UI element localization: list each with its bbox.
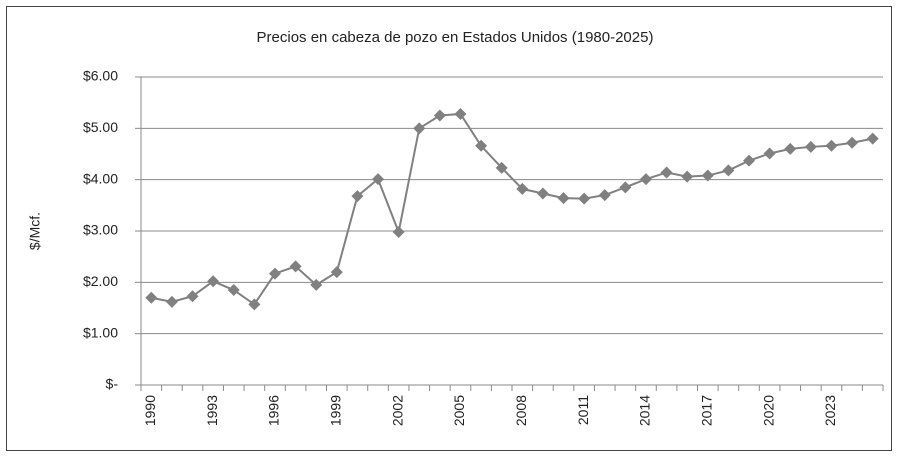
marker bbox=[660, 166, 673, 179]
marker bbox=[475, 139, 488, 152]
marker bbox=[763, 147, 776, 160]
marker bbox=[619, 181, 632, 194]
marker bbox=[392, 226, 405, 239]
marker bbox=[454, 107, 467, 120]
x-tick-label: 2020 bbox=[760, 395, 776, 426]
marker bbox=[413, 122, 426, 135]
y-axis-title: $/Mcf. bbox=[27, 212, 43, 250]
x-tick-label: 2005 bbox=[451, 395, 467, 426]
y-tick-label: $3.00 bbox=[83, 222, 118, 238]
y-tick-label: $5.00 bbox=[83, 119, 118, 135]
x-tick-label: 2017 bbox=[699, 395, 715, 426]
x-tick-label: 1999 bbox=[328, 395, 344, 426]
y-tick-label: $6.00 bbox=[83, 68, 118, 84]
x-tick-label: 2008 bbox=[513, 395, 529, 426]
chart-border bbox=[6, 6, 892, 451]
marker bbox=[846, 136, 859, 149]
marker bbox=[866, 132, 879, 145]
marker bbox=[248, 298, 261, 311]
marker bbox=[701, 169, 714, 182]
marker bbox=[578, 192, 591, 205]
marker bbox=[722, 164, 735, 177]
marker bbox=[310, 278, 323, 291]
marker bbox=[351, 190, 364, 203]
marker bbox=[639, 173, 652, 186]
marker bbox=[227, 284, 240, 297]
marker bbox=[186, 290, 199, 303]
x-tick-label: 2002 bbox=[389, 395, 405, 426]
marker bbox=[557, 192, 570, 205]
marker bbox=[145, 291, 158, 304]
marker bbox=[825, 139, 838, 152]
x-tick-label: 1993 bbox=[204, 395, 220, 426]
marker bbox=[536, 187, 549, 200]
marker bbox=[165, 295, 178, 308]
marker bbox=[516, 182, 529, 195]
x-tick-label: 2023 bbox=[822, 395, 838, 426]
marker bbox=[598, 189, 611, 202]
y-tick-label: $- bbox=[106, 376, 119, 392]
x-tick-label: 1996 bbox=[266, 395, 282, 426]
marker bbox=[804, 140, 817, 153]
marker bbox=[289, 260, 302, 273]
y-tick-label: $1.00 bbox=[83, 324, 118, 340]
marker bbox=[495, 161, 508, 174]
marker bbox=[268, 267, 281, 280]
chart-title: Precios en cabeza de pozo en Estados Uni… bbox=[257, 29, 654, 46]
marker bbox=[784, 142, 797, 155]
y-tick-label: $4.00 bbox=[83, 170, 118, 186]
marker bbox=[330, 266, 343, 279]
x-tick-label: 2011 bbox=[575, 395, 591, 425]
marker bbox=[433, 109, 446, 122]
marker bbox=[743, 154, 756, 167]
marker bbox=[681, 170, 694, 183]
x-tick-label: 1990 bbox=[142, 395, 158, 426]
x-tick-label: 2014 bbox=[637, 395, 653, 426]
y-tick-label: $2.00 bbox=[83, 273, 118, 289]
marker bbox=[372, 173, 385, 186]
marker bbox=[207, 275, 220, 288]
